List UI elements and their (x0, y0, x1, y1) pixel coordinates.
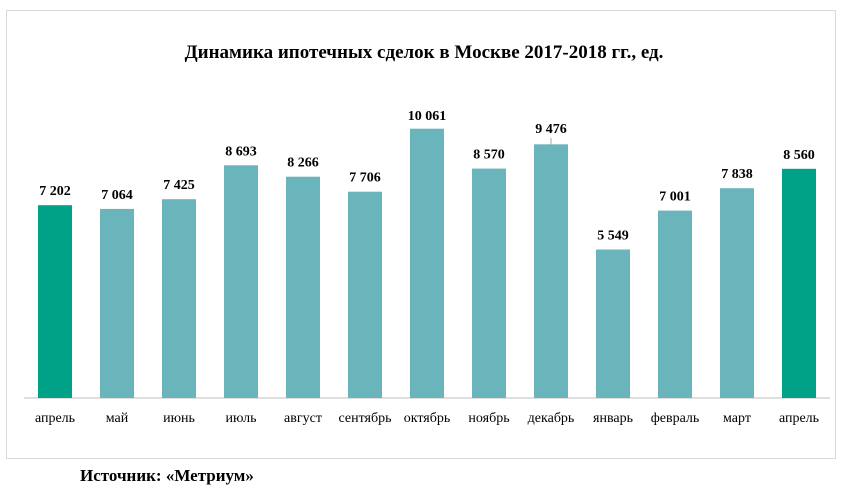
category-label-7: ноябрь (468, 411, 509, 426)
chart-title: Динамика ипотечных сделок в Москве 2017-… (184, 42, 664, 63)
category-label-2: июнь (163, 411, 195, 426)
bar-2 (162, 199, 196, 398)
bar-7 (472, 168, 506, 398)
value-label-9: 5 549 (597, 228, 629, 243)
value-label-5: 7 706 (349, 171, 381, 186)
category-label-10: февраль (651, 411, 700, 426)
value-label-0: 7 202 (39, 184, 71, 199)
bar-8 (534, 144, 568, 398)
bar-10 (658, 210, 692, 398)
value-label-4: 8 266 (287, 156, 319, 171)
bar-12 (782, 168, 816, 398)
bar-4 (286, 176, 320, 398)
category-label-3: июль (226, 411, 257, 426)
value-label-6: 10 061 (408, 109, 447, 124)
bar-1 (100, 208, 134, 398)
category-label-1: май (106, 411, 129, 426)
bar-3 (224, 165, 258, 398)
value-label-11: 7 838 (721, 167, 753, 182)
category-label-9: январь (593, 411, 633, 426)
category-label-6: октябрь (404, 411, 451, 426)
bar-0 (38, 205, 72, 398)
category-label-12: апрель (779, 411, 819, 426)
value-label-8: 9 476 (535, 122, 567, 137)
value-label-7: 8 570 (473, 148, 505, 163)
value-label-12: 8 560 (783, 148, 815, 163)
category-label-5: сентябрь (339, 411, 392, 426)
bar-5 (348, 191, 382, 398)
value-label-2: 7 425 (163, 178, 195, 193)
category-label-11: март (723, 411, 751, 426)
source-note: Источник: «Метриум» (80, 466, 254, 485)
category-label-8: декабрь (528, 411, 575, 426)
value-label-10: 7 001 (659, 190, 691, 205)
value-label-3: 8 693 (225, 144, 257, 159)
bar-11 (720, 188, 754, 398)
bar-9 (596, 249, 630, 398)
bar-6 (410, 128, 444, 398)
category-label-0: апрель (35, 411, 75, 426)
value-label-1: 7 064 (101, 188, 133, 203)
category-label-4: август (284, 411, 322, 426)
